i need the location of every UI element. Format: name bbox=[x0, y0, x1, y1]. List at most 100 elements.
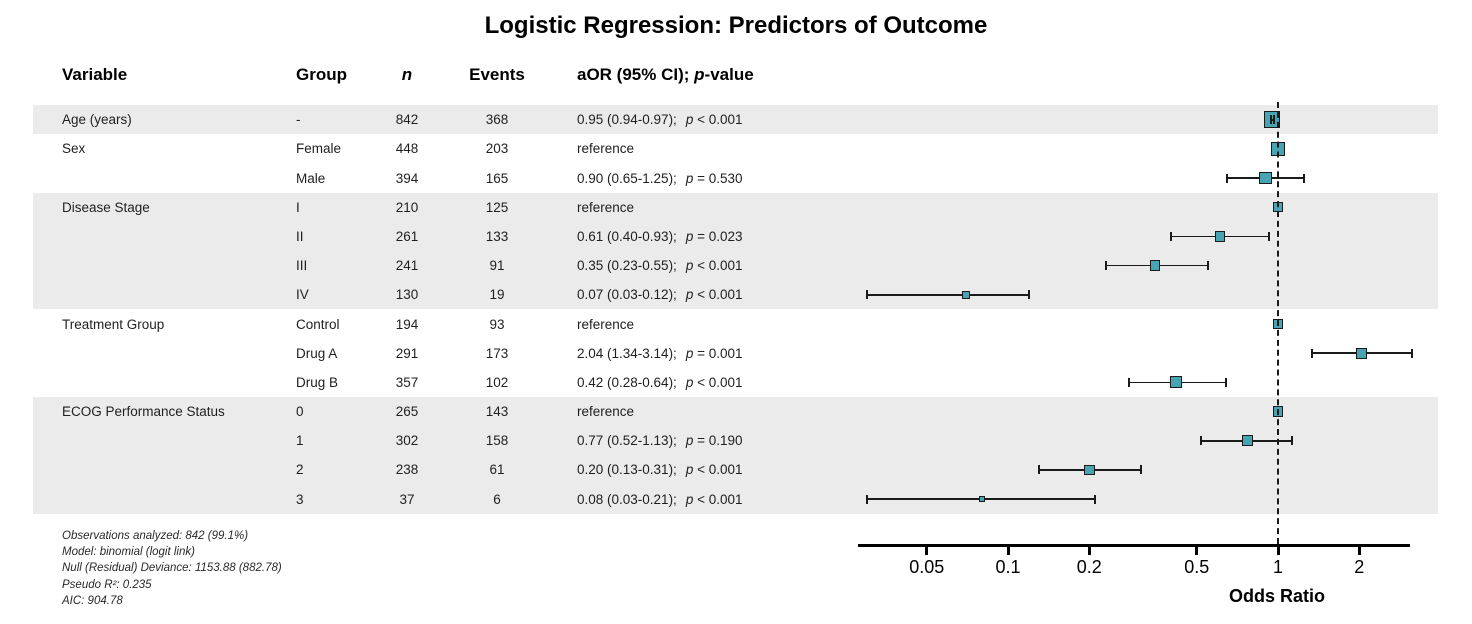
row-group: Control bbox=[296, 316, 340, 332]
p-value-text: p < 0.001 bbox=[685, 112, 743, 128]
row-variable: Sex bbox=[62, 141, 86, 157]
ci-cap bbox=[1224, 377, 1227, 387]
or-estimate-box bbox=[1241, 435, 1254, 447]
ci-cap bbox=[1028, 290, 1031, 300]
row-variable: Disease Stage bbox=[62, 199, 150, 215]
row-variable: Age (years) bbox=[62, 112, 132, 128]
row-aor-ci-p: 0.35 (0.23-0.55); p < 0.001 bbox=[577, 257, 743, 274]
footnote-deviance: Null (Residual) Deviance: 1153.88 (882.7… bbox=[62, 562, 282, 575]
row-shading-band bbox=[33, 105, 1438, 135]
or-estimate-box bbox=[1170, 376, 1183, 389]
ci-cap bbox=[1104, 261, 1107, 271]
row-group: III bbox=[296, 258, 308, 274]
p-value-text: p < 0.001 bbox=[685, 491, 743, 507]
row-variable: Treatment Group bbox=[62, 316, 165, 332]
row-group: Drug A bbox=[296, 345, 338, 361]
row-events: 133 bbox=[485, 229, 509, 244]
ci-cap bbox=[1411, 348, 1414, 358]
chart-title: Logistic Regression: Predictors of Outco… bbox=[484, 12, 988, 39]
or-ci-text: reference bbox=[577, 316, 635, 332]
axis-tick-label: 0.5 bbox=[1184, 557, 1210, 577]
row-events: 165 bbox=[485, 170, 509, 186]
or-ci-text: reference bbox=[577, 199, 635, 215]
row-group: 3 bbox=[296, 491, 304, 507]
row-variable: ECOG Performance Status bbox=[62, 404, 225, 420]
p-value-text: p = 0.001 bbox=[685, 345, 743, 361]
footnote-model: Model: binomial (logit link) bbox=[62, 546, 195, 559]
footnote-pseudo-r2: Pseudo R²: 0.235 bbox=[62, 578, 152, 591]
p-value-text: p = 0.023 bbox=[685, 229, 743, 244]
or-ci-text: 2.04 (1.34-3.14); bbox=[577, 345, 677, 361]
footnotes-block: Observations analyzed: 842 (99.1%) Model… bbox=[62, 528, 282, 609]
row-aor-ci-p: 0.07 (0.03-0.12); p < 0.001 bbox=[577, 286, 743, 303]
ci-cap bbox=[1226, 173, 1229, 183]
p-value-text: p = 0.190 bbox=[685, 433, 743, 449]
axis-tick-label: 0.1 bbox=[995, 557, 1021, 577]
row-events: 125 bbox=[485, 199, 509, 215]
or-ci-text: 0.08 (0.03-0.21); bbox=[577, 491, 677, 507]
row-aor-ci-p: 0.90 (0.65-1.25); p = 0.530 bbox=[577, 170, 743, 187]
row-group: I bbox=[296, 199, 300, 215]
column-header-n: n bbox=[401, 65, 413, 84]
row-aor-ci-p: 0.77 (0.52-1.13); p = 0.190 bbox=[577, 432, 743, 449]
or-estimate-box bbox=[1214, 231, 1226, 242]
p-value-text: p < 0.001 bbox=[685, 258, 743, 274]
row-events: 158 bbox=[485, 433, 509, 449]
row-n: 238 bbox=[395, 462, 419, 478]
axis-tick bbox=[1357, 547, 1361, 555]
row-aor-ci-p: 0.08 (0.03-0.21); p < 0.001 bbox=[577, 491, 743, 508]
row-aor-ci-p: 2.04 (1.34-3.14); p = 0.001 bbox=[577, 345, 743, 362]
or-estimate-box bbox=[1149, 260, 1161, 271]
row-n: 261 bbox=[395, 229, 419, 244]
row-group: Male bbox=[296, 170, 326, 186]
ci-cap bbox=[1093, 494, 1096, 504]
row-aor-ci-p: reference bbox=[577, 316, 634, 333]
row-n: 210 bbox=[395, 199, 419, 215]
row-n: 194 bbox=[395, 316, 419, 332]
x-axis-line bbox=[858, 544, 1410, 547]
row-events: 143 bbox=[485, 404, 509, 420]
row-group: - bbox=[296, 112, 301, 128]
footnote-observations: Observations analyzed: 842 (99.1%) bbox=[62, 530, 249, 542]
footnote-aic: AIC: 904.78 bbox=[62, 594, 123, 607]
or-ci-text: 0.95 (0.94-0.97); bbox=[577, 112, 677, 128]
row-events: 93 bbox=[489, 316, 505, 332]
or-ci-text: 0.07 (0.03-0.12); bbox=[577, 287, 677, 303]
reference-line-or-1 bbox=[1277, 102, 1279, 544]
row-n: 291 bbox=[395, 345, 419, 361]
ci-whisker bbox=[866, 294, 1030, 296]
row-n: 394 bbox=[395, 170, 419, 186]
axis-tick-label: 0.05 bbox=[909, 557, 945, 577]
axis-tick-label: 2 bbox=[1354, 557, 1365, 577]
axis-tick-label: 1 bbox=[1272, 557, 1284, 577]
or-ci-text: 0.35 (0.23-0.55); bbox=[577, 258, 677, 274]
axis-tick bbox=[1195, 547, 1199, 555]
ci-cap bbox=[1303, 173, 1306, 183]
or-estimate-box bbox=[1259, 171, 1272, 185]
row-events: 61 bbox=[489, 462, 505, 478]
ci-cap bbox=[1268, 232, 1271, 241]
row-events: 102 bbox=[485, 374, 509, 390]
or-ci-text: 0.90 (0.65-1.25); bbox=[577, 170, 677, 186]
axis-tick bbox=[925, 547, 929, 555]
row-events: 203 bbox=[485, 141, 509, 157]
row-aor-ci-p: 0.42 (0.28-0.64); p < 0.001 bbox=[577, 374, 743, 391]
row-group: Drug B bbox=[296, 374, 339, 390]
ci-cap bbox=[1139, 465, 1142, 475]
p-value-text: p < 0.001 bbox=[685, 462, 743, 478]
ci-cap bbox=[1273, 115, 1276, 125]
row-n: 265 bbox=[395, 404, 419, 420]
row-shading-band bbox=[33, 192, 1438, 310]
row-n: 448 bbox=[395, 141, 419, 157]
ci-cap bbox=[1311, 348, 1314, 358]
row-shading-band bbox=[33, 397, 1438, 514]
row-n: 37 bbox=[399, 491, 415, 507]
or-estimate-box bbox=[1084, 464, 1095, 476]
column-header-aor: aOR (95% CI); p-value bbox=[577, 65, 754, 84]
row-group: Female bbox=[296, 141, 342, 157]
row-events: 91 bbox=[489, 258, 505, 274]
row-events: 173 bbox=[485, 345, 509, 361]
row-events: 6 bbox=[493, 491, 501, 507]
row-group: 2 bbox=[296, 462, 304, 478]
